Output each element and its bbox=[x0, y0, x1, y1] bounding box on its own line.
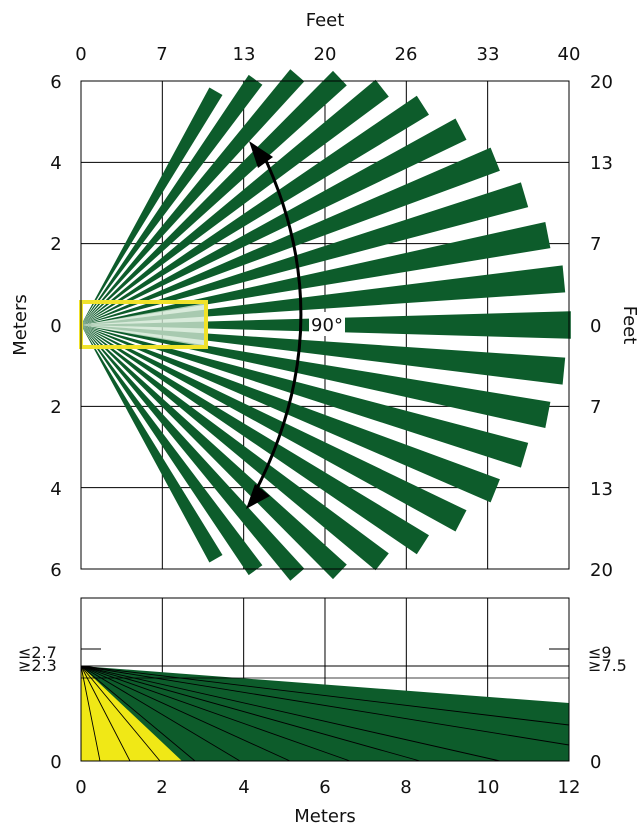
side-ray bbox=[80, 665, 196, 762]
side-ray bbox=[80, 665, 501, 762]
angle-label-bg bbox=[309, 312, 345, 336]
right-tick: 20 bbox=[590, 560, 613, 581]
bottom-tick: 12 bbox=[558, 777, 581, 798]
beam-wedge bbox=[81, 325, 551, 428]
side-ray bbox=[80, 665, 421, 762]
side-ray bbox=[80, 665, 291, 762]
angle-label: 90° bbox=[311, 315, 343, 336]
side-ray bbox=[80, 665, 351, 762]
top-tick: 0 bbox=[75, 44, 86, 65]
top-view-chart: 90° Feet 0 7 13 20 26 33 40 Meters 6 4 2… bbox=[10, 10, 640, 581]
height-min-label: ≥2.3 bbox=[18, 656, 57, 675]
beam-wedge bbox=[81, 79, 389, 325]
side-beam bbox=[81, 666, 569, 761]
beam-wedge bbox=[81, 325, 389, 571]
arrow-head-bottom bbox=[246, 484, 270, 509]
beam-wedge bbox=[81, 74, 263, 326]
top-tick: 26 bbox=[395, 44, 418, 65]
height-zero-label: 0 bbox=[50, 752, 61, 773]
beam-wedge bbox=[81, 70, 347, 326]
side-ray bbox=[80, 665, 161, 762]
side-ray bbox=[80, 665, 241, 762]
right-ticks: 20 13 7 0 7 13 20 bbox=[590, 72, 613, 581]
left-axis-title: Meters bbox=[10, 294, 31, 356]
left-tick: 2 bbox=[50, 234, 61, 255]
left-tick: 6 bbox=[50, 72, 61, 93]
side-ray bbox=[80, 665, 570, 746]
right-tick: 0 bbox=[590, 316, 601, 337]
angle-arc bbox=[249, 151, 303, 501]
top-ticks: 0 7 13 20 26 33 40 bbox=[75, 44, 580, 65]
side-ray bbox=[80, 665, 570, 726]
right-axis-title: Feet bbox=[619, 306, 640, 345]
bottom-tick: 10 bbox=[477, 777, 500, 798]
right-tick: 13 bbox=[590, 479, 613, 500]
beam-wedge bbox=[81, 95, 429, 325]
top-tick: 33 bbox=[477, 44, 500, 65]
side-rays bbox=[80, 665, 570, 762]
top-tick: 13 bbox=[233, 44, 256, 65]
beam-wedge bbox=[81, 325, 263, 576]
beam-wedge bbox=[81, 325, 529, 468]
left-tick: 2 bbox=[50, 397, 61, 418]
left-tick: 0 bbox=[50, 316, 61, 337]
height-zero-ft-label: 0 bbox=[590, 752, 601, 773]
right-tick: 13 bbox=[590, 153, 613, 174]
top-tick: 40 bbox=[558, 44, 581, 65]
beam-wedge bbox=[81, 69, 305, 325]
side-ray bbox=[80, 665, 131, 762]
beam-wedge bbox=[81, 325, 500, 503]
height-max-ft-label: ≤9 bbox=[588, 643, 612, 662]
beam-wedge bbox=[81, 325, 429, 555]
right-tick: 20 bbox=[590, 72, 613, 93]
bottom-tick: 8 bbox=[400, 777, 411, 798]
beam-wedge bbox=[81, 182, 529, 325]
near-zone bbox=[81, 666, 182, 761]
near-fan bbox=[81, 303, 206, 347]
top-tick: 7 bbox=[156, 44, 167, 65]
bottom-tick: 2 bbox=[156, 777, 167, 798]
height-min-ft-label: ≥7.5 bbox=[588, 656, 627, 675]
left-ticks: 6 4 2 0 2 4 6 bbox=[50, 72, 61, 581]
bottom-frame bbox=[80, 597, 570, 762]
bottom-axis-title: Meters bbox=[294, 806, 356, 827]
top-frame bbox=[80, 80, 570, 570]
right-tick: 7 bbox=[590, 397, 601, 418]
bottom-tick: 4 bbox=[238, 777, 249, 798]
beam-wedge bbox=[81, 222, 551, 325]
bottom-tick: 6 bbox=[319, 777, 330, 798]
side-ray bbox=[80, 665, 101, 762]
beam-wedge bbox=[81, 118, 467, 325]
height-max-label: ≤2.7 bbox=[18, 643, 57, 662]
side-view-chart: ≤2.7 ≥2.3 0 ≤9 ≥7.5 0 0 2 4 6 8 10 12 Me… bbox=[18, 597, 627, 827]
bottom-tick: 0 bbox=[75, 777, 86, 798]
top-tick: 20 bbox=[314, 44, 337, 65]
left-tick: 4 bbox=[50, 479, 61, 500]
beam-wedge bbox=[81, 325, 467, 532]
top-beams bbox=[81, 69, 571, 581]
beam-wedge bbox=[81, 325, 347, 580]
right-tick: 7 bbox=[590, 234, 601, 255]
arrow-head-top bbox=[249, 141, 273, 168]
beam-wedge bbox=[81, 87, 223, 325]
left-tick: 6 bbox=[50, 560, 61, 581]
beam-wedge bbox=[81, 325, 305, 581]
beam-wedge bbox=[81, 325, 223, 563]
left-tick: 4 bbox=[50, 153, 61, 174]
top-axis-title: Feet bbox=[306, 10, 345, 31]
bottom-ticks: 0 2 4 6 8 10 12 bbox=[75, 777, 580, 798]
